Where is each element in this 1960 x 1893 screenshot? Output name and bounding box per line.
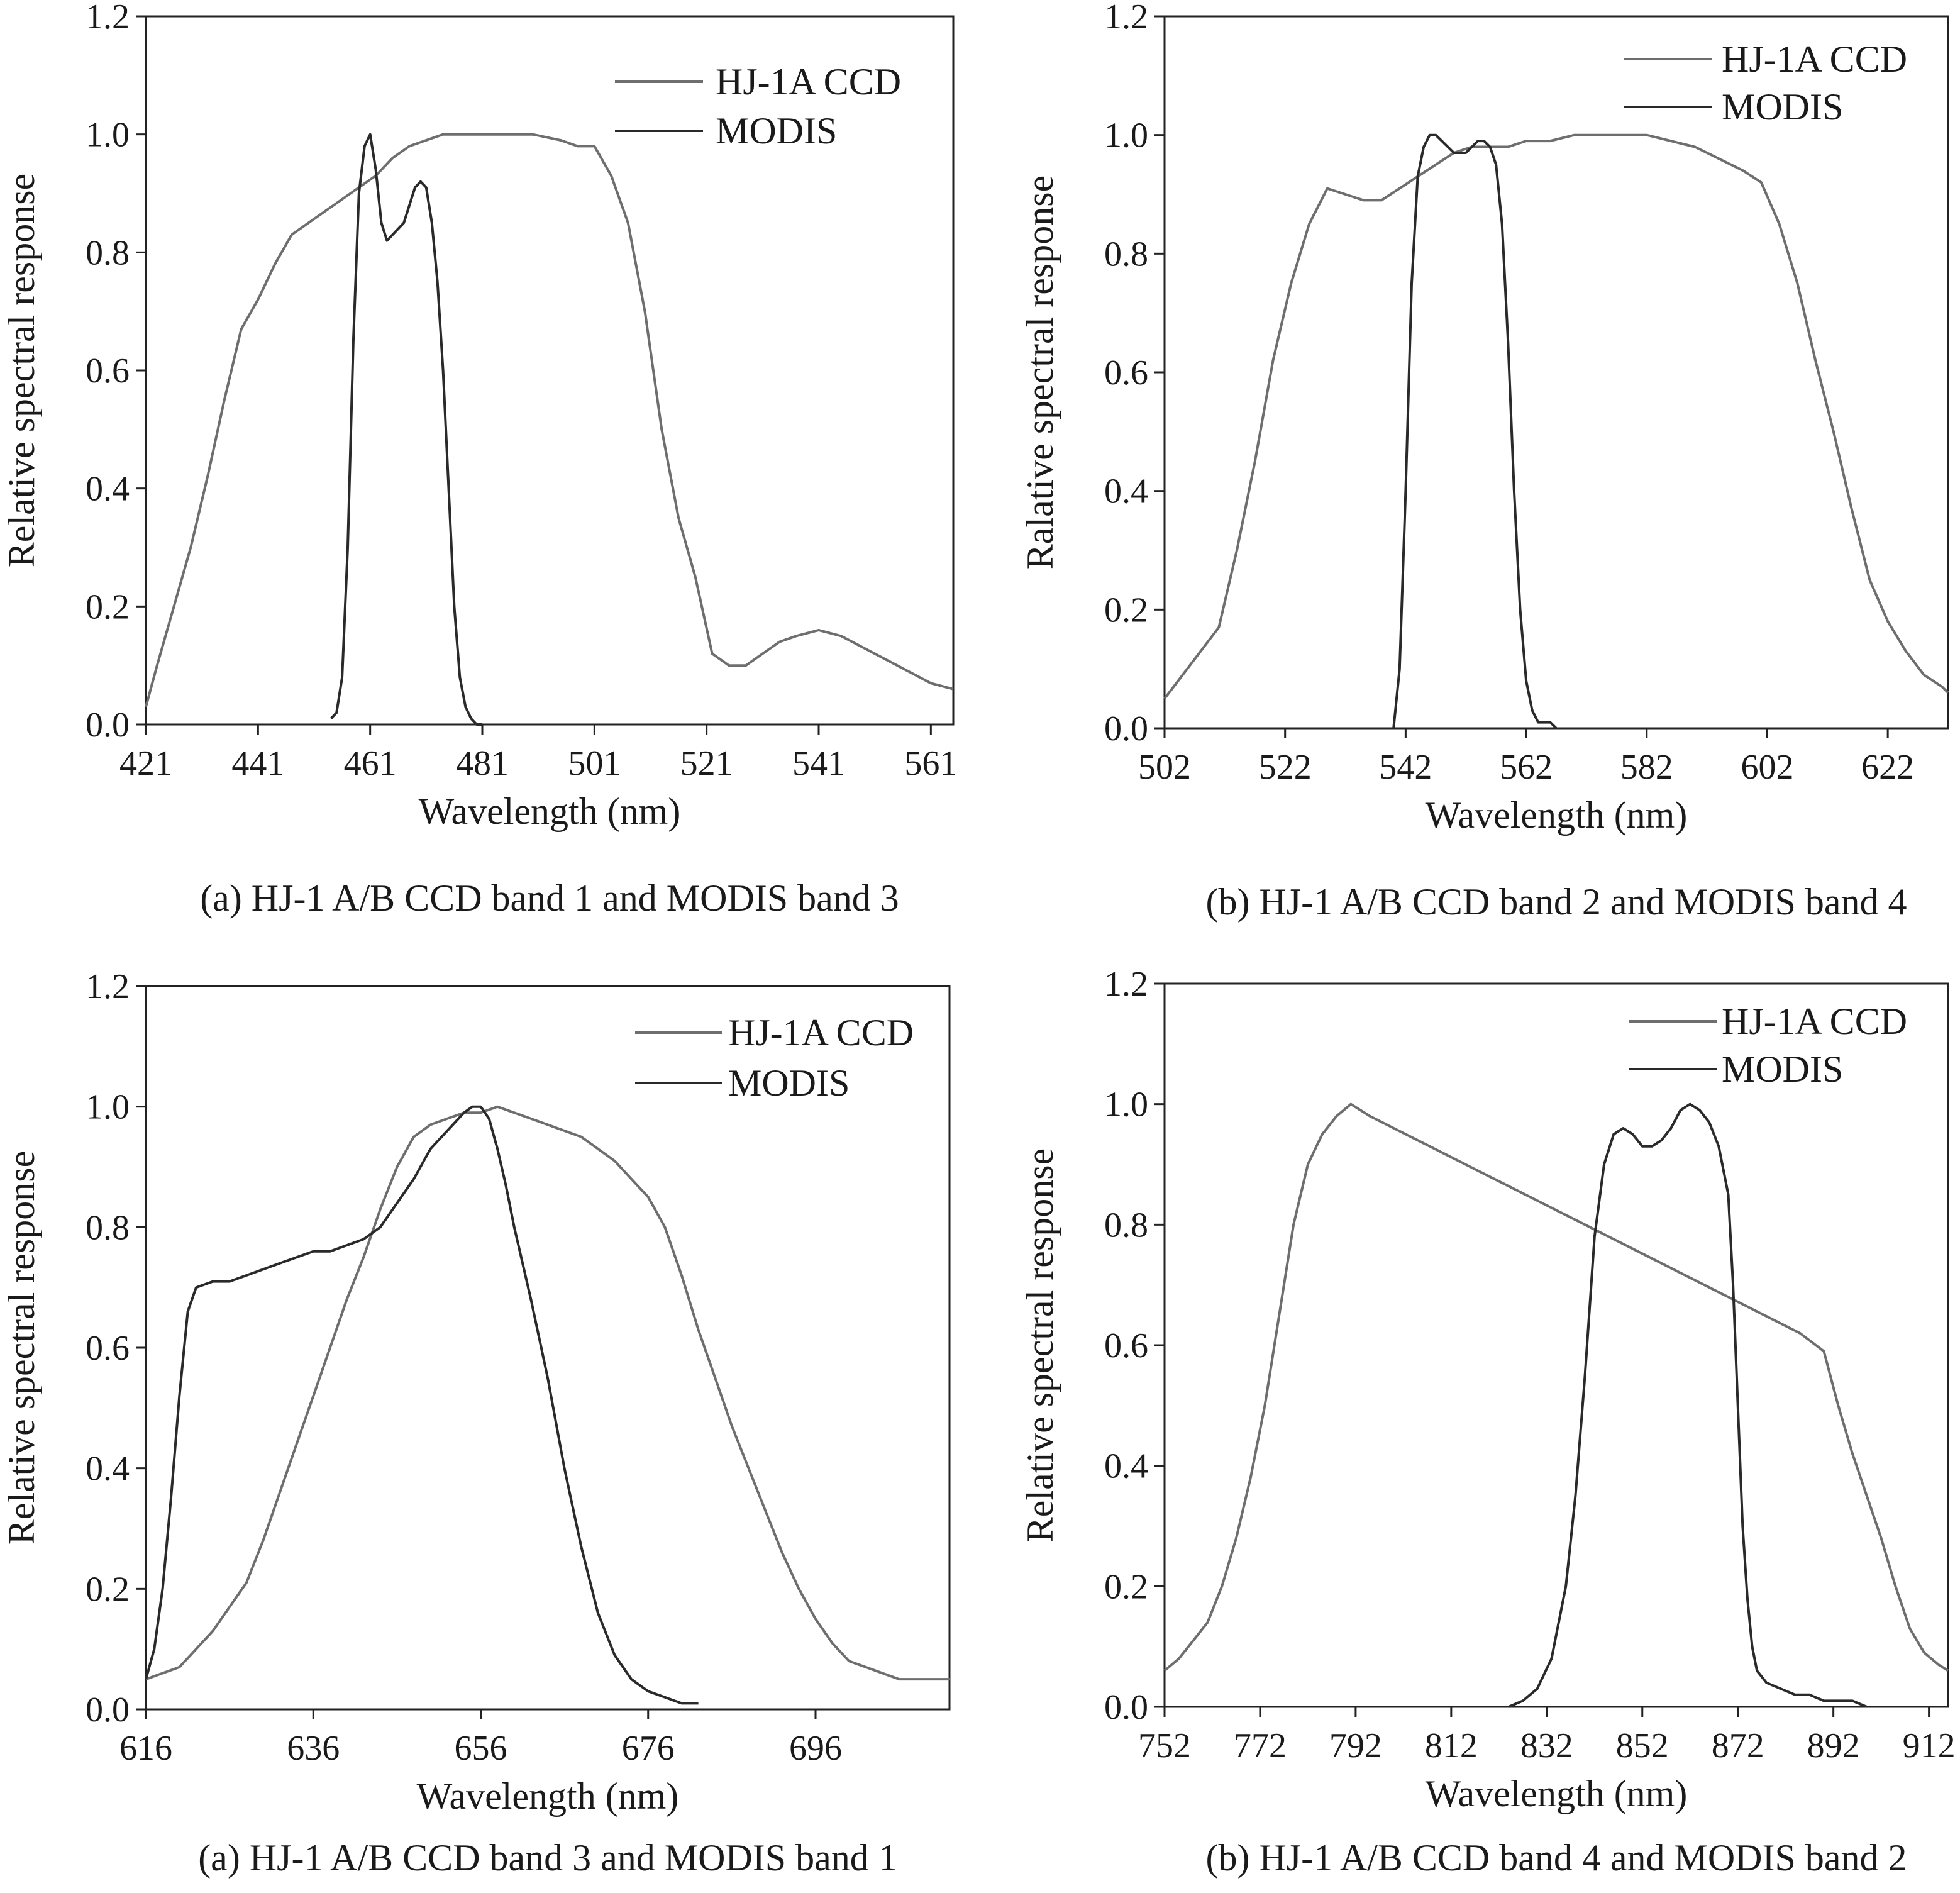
x-tick-label: 636 [287,1729,340,1768]
y-axis-title: Ralative spectral response [1019,175,1061,569]
y-tick-label: 0.8 [1104,1206,1148,1245]
x-tick-label: 812 [1425,1726,1478,1765]
panel-caption: (b) HJ-1 A/B CCD band 2 and MODIS band 4 [1206,881,1907,923]
y-tick-label: 0.4 [1104,472,1148,511]
series-line-hj1a-ccd [145,133,954,708]
y-tick-label: 0.4 [86,1450,130,1489]
y-tick-label: 0.2 [86,1570,130,1609]
y-tick-label: 0.0 [86,1690,130,1729]
y-tick-label: 0.4 [1104,1447,1148,1486]
x-tick-label: 852 [1616,1726,1669,1765]
x-tick-label: 656 [455,1729,507,1768]
y-axis-title: Relative spectral response [1,1151,42,1545]
y-tick-label: 1.2 [86,967,130,1006]
chart-panel-band2-band4: 0.0 0.2 0.4 0.6 0.8 1.0 1.2 502 522 542 562 582 602 6… [1019,0,1949,923]
x-axis-title: Wavelength (nm) [1426,1773,1688,1814]
x-tick-label: 676 [622,1729,675,1768]
x-tick-label: 832 [1520,1726,1573,1765]
y-tick-label: 1.2 [86,0,130,36]
x-tick-label: 542 [1379,748,1432,787]
y-tick-label: 0.0 [86,706,130,745]
y-tick-label: 0.6 [86,1329,130,1368]
x-tick-label: 541 [792,744,845,783]
y-tick-label: 0.4 [86,470,130,509]
series-line-hj1a-ccd [145,1105,950,1681]
x-tick-label: 502 [1138,748,1191,787]
x-tick-label: 481 [456,744,509,783]
x-tick-label: 752 [1138,1726,1191,1765]
y-tick-label: 1.0 [1104,1085,1148,1124]
y-tick-label: 0.6 [1104,1326,1148,1365]
y-tick-label: 0.0 [1104,709,1148,748]
legend-label: MODIS [716,110,837,152]
x-tick-label: 421 [119,744,172,783]
legend-label: HJ-1A CCD [1722,1001,1907,1042]
chart-panel-band4-band2: 0.0 0.2 0.4 0.6 0.8 1.0 1.2 752 772 792 812 832 852 8… [1019,965,1956,1879]
x-tick-label: 892 [1807,1726,1860,1765]
x-tick-label: 912 [1903,1726,1956,1765]
y-tick-label: 1.2 [1104,0,1148,36]
y-tick-label: 0.8 [1104,235,1148,274]
x-tick-label: 441 [231,744,284,783]
x-tick-label: 561 [904,744,957,783]
panel-caption: (b) HJ-1 A/B CCD band 4 and MODIS band 2 [1206,1837,1907,1879]
series-line-hj1a-ccd [1163,133,1949,700]
y-tick-label: 1.0 [86,1088,130,1127]
y-tick-label: 0.2 [86,587,130,626]
panel-caption: (a) HJ-1 A/B CCD band 3 and MODIS band 1 [198,1837,897,1879]
x-tick-label: 501 [568,744,621,783]
series-line-modis [1392,133,1558,730]
y-tick-label: 0.6 [1104,353,1148,392]
x-tick-label: 602 [1741,748,1793,787]
legend-label: MODIS [1722,1048,1843,1090]
plot-frame [1163,982,1949,1708]
y-axis-title: Relative spectral response [1,174,42,567]
x-axis-title: Wavelength (nm) [419,791,681,832]
series-line-modis [145,1105,699,1705]
x-tick-label: 622 [1861,748,1914,787]
legend-label: MODIS [1722,86,1843,128]
y-tick-label: 1.0 [86,116,130,155]
y-tick-label: 0.8 [86,1208,130,1247]
x-tick-label: 872 [1712,1726,1764,1765]
legend-label: MODIS [728,1062,850,1104]
y-axis-title: Relative spectral response [1019,1148,1061,1542]
chart-panel-band3-band1: 0.0 0.2 0.4 0.6 0.8 1.0 1.2 616 636 656 676 696 Wave… [1,967,951,1879]
x-tick-label: 461 [344,744,397,783]
x-tick-label: 772 [1234,1726,1287,1765]
y-tick-label: 0.6 [86,352,130,391]
x-tick-label: 616 [119,1729,172,1768]
chart-panel-band1-band3: 0.0 0.2 0.4 0.6 0.8 1.0 1.2 421 441 461 481 501 521 5… [1,0,957,919]
y-tick-label: 0.2 [1104,591,1148,630]
series-line-modis [1508,1102,1868,1708]
y-tick-label: 0.8 [86,233,130,272]
series-line-modis [329,133,482,726]
x-tick-label: 562 [1500,748,1553,787]
y-tick-label: 0.0 [1104,1688,1148,1727]
x-tick-label: 792 [1329,1726,1382,1765]
x-axis-title: Wavelength (nm) [417,1775,679,1817]
y-tick-label: 1.2 [1104,965,1148,1004]
x-tick-label: 521 [680,744,733,783]
x-tick-label: 582 [1620,748,1673,787]
legend-label: HJ-1A CCD [1722,38,1907,80]
x-tick-label: 522 [1259,748,1312,787]
y-tick-label: 0.2 [1104,1567,1148,1606]
legend-label: HJ-1A CCD [716,61,901,103]
y-tick-label: 1.0 [1104,116,1148,155]
legend-label: HJ-1A CCD [728,1012,914,1053]
series-line-hj1a-ccd [1163,1102,1949,1672]
panel-caption: (a) HJ-1 A/B CCD band 1 and MODIS band 3 [200,877,899,919]
x-tick-label: 696 [789,1729,842,1768]
x-axis-title: Wavelength (nm) [1426,794,1688,836]
